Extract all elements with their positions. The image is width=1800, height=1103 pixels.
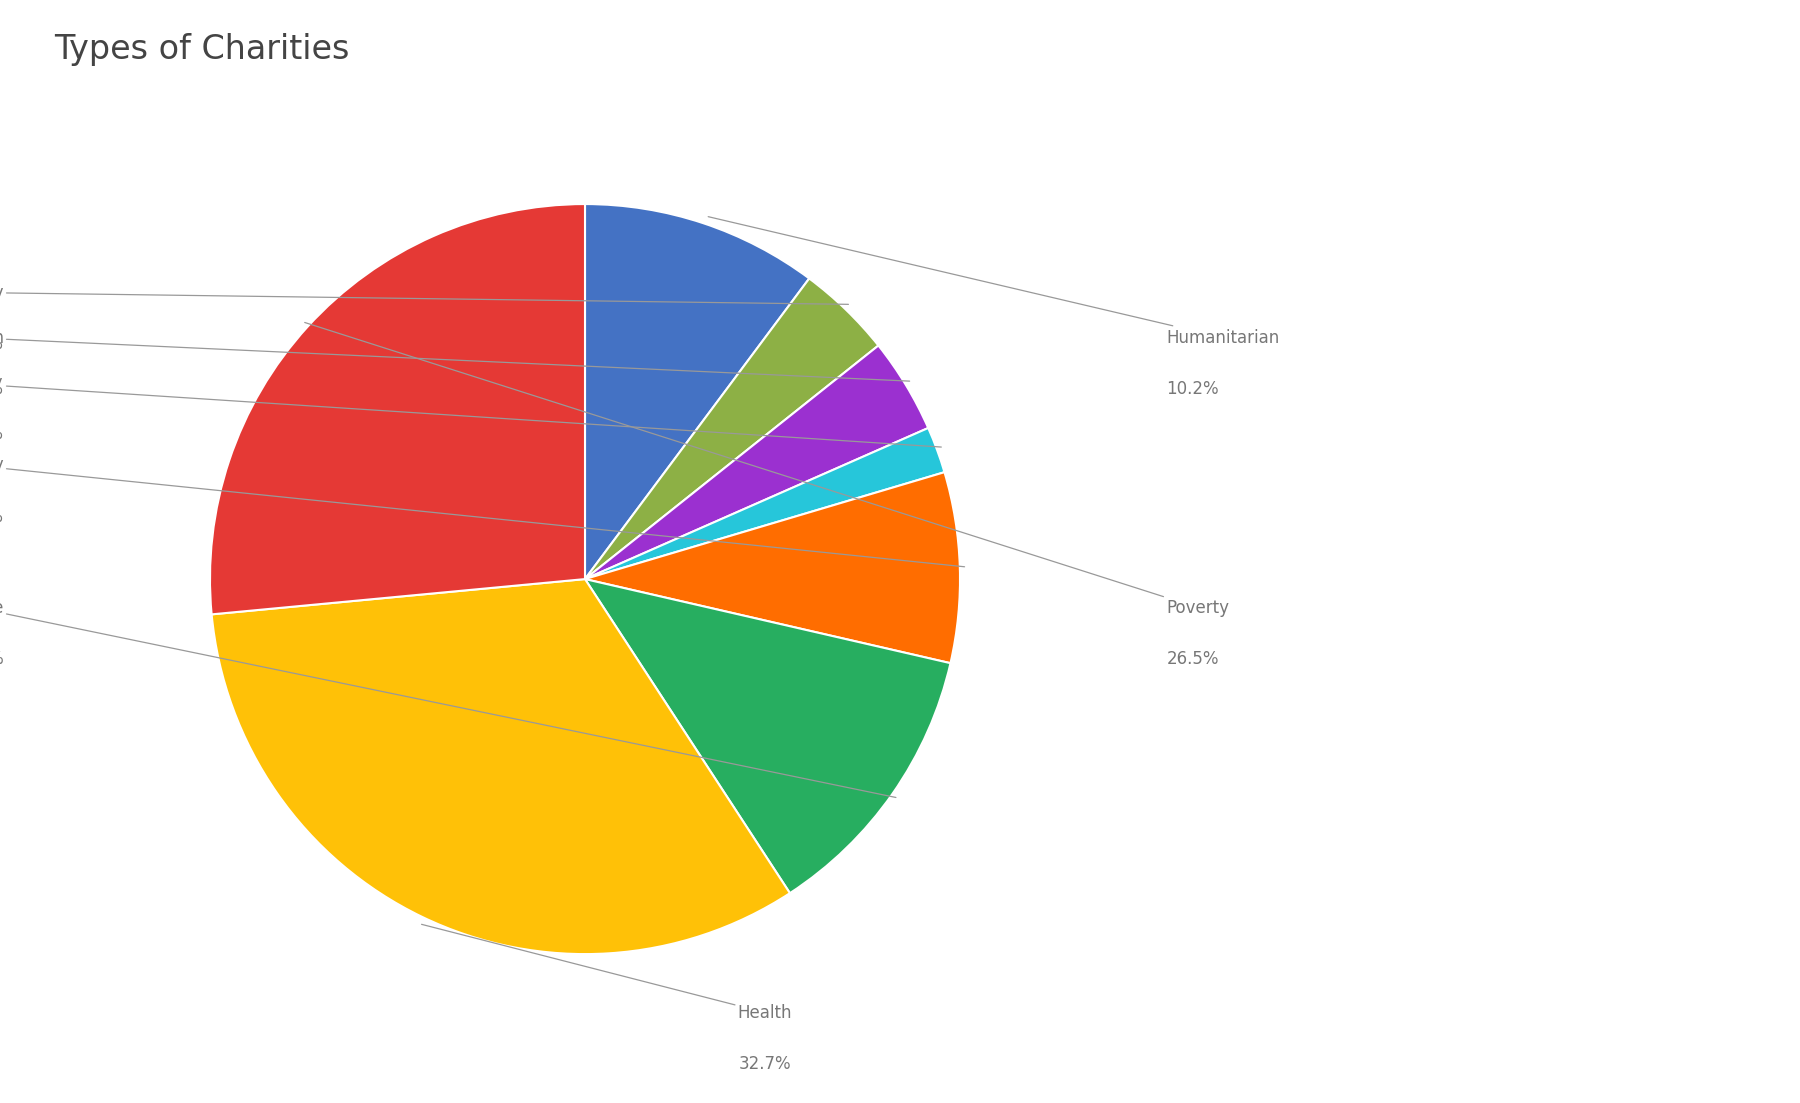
Wedge shape — [585, 278, 878, 579]
Text: 26.5%: 26.5% — [1166, 651, 1219, 668]
Text: Family: Family — [0, 283, 848, 304]
Text: Nature: Nature — [0, 599, 896, 797]
Text: Humanitarian: Humanitarian — [707, 216, 1280, 346]
Text: Types of Charities: Types of Charities — [54, 33, 349, 66]
Text: Accessibility: Accessibility — [0, 374, 941, 447]
Text: 32.7%: 32.7% — [738, 1056, 792, 1073]
Text: Children: Children — [0, 329, 909, 382]
Text: 12.2%: 12.2% — [0, 651, 4, 668]
Text: 2.0%: 2.0% — [0, 426, 4, 443]
Text: 4.1%: 4.1% — [0, 335, 4, 353]
Text: Literacy: Literacy — [0, 456, 965, 567]
Text: 4.1%: 4.1% — [0, 381, 4, 398]
Wedge shape — [585, 204, 810, 579]
Wedge shape — [585, 345, 929, 579]
Text: 8.2%: 8.2% — [0, 507, 4, 526]
Wedge shape — [585, 428, 945, 579]
Wedge shape — [211, 204, 585, 614]
Text: 10.2%: 10.2% — [1166, 381, 1219, 398]
Wedge shape — [585, 579, 950, 893]
Text: Health: Health — [421, 924, 792, 1021]
Text: Poverty: Poverty — [304, 322, 1229, 617]
Wedge shape — [585, 472, 959, 663]
Wedge shape — [212, 579, 790, 954]
